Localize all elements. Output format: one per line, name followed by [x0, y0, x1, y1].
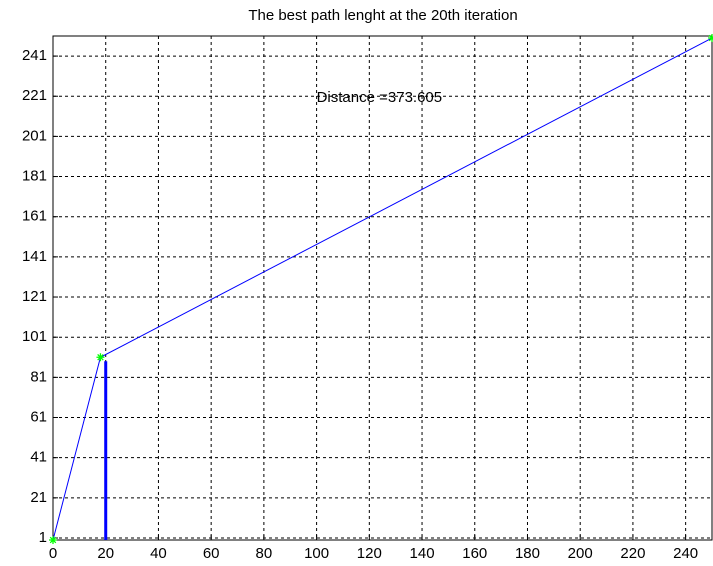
- plot-area: [53, 36, 712, 540]
- y-tick-label: 21: [30, 489, 47, 506]
- x-tick-label: 80: [256, 545, 273, 562]
- x-tick-label: 0: [49, 545, 57, 562]
- y-tick-label: 201: [22, 127, 47, 144]
- x-tick-label: 220: [620, 545, 645, 562]
- y-tick-label: 241: [22, 47, 47, 64]
- x-tick-label: 100: [304, 545, 329, 562]
- y-tick-label: 61: [30, 408, 47, 425]
- x-tick-label: 240: [673, 545, 698, 562]
- point-marker: [708, 34, 713, 43]
- x-tick-label: 120: [357, 545, 382, 562]
- x-tick-label: 180: [515, 545, 540, 562]
- y-tick-label: 1: [39, 529, 47, 546]
- x-tick-label: 40: [150, 545, 167, 562]
- annotation: Distance =373.605: [317, 89, 443, 106]
- y-tick-label: 141: [22, 248, 47, 265]
- plot-frame: [52, 35, 713, 541]
- point-marker: [49, 536, 57, 544]
- y-tick-label: 41: [30, 449, 47, 466]
- x-tick-label: 60: [203, 545, 220, 562]
- y-tick-label: 181: [22, 168, 47, 185]
- y-tick-label: 101: [22, 328, 47, 345]
- point-marker: [96, 353, 105, 362]
- x-tick-label: 20: [97, 545, 114, 562]
- chart-title: The best path lenght at the 20th iterati…: [248, 7, 517, 24]
- y-tick-label: 161: [22, 208, 47, 225]
- x-tick-label: 160: [462, 545, 487, 562]
- x-tick-label: 140: [410, 545, 435, 562]
- y-tick-label: 221: [22, 87, 47, 104]
- y-tick-label: 121: [22, 288, 47, 305]
- y-tick-label: 81: [30, 368, 47, 385]
- x-tick-label: 200: [568, 545, 593, 562]
